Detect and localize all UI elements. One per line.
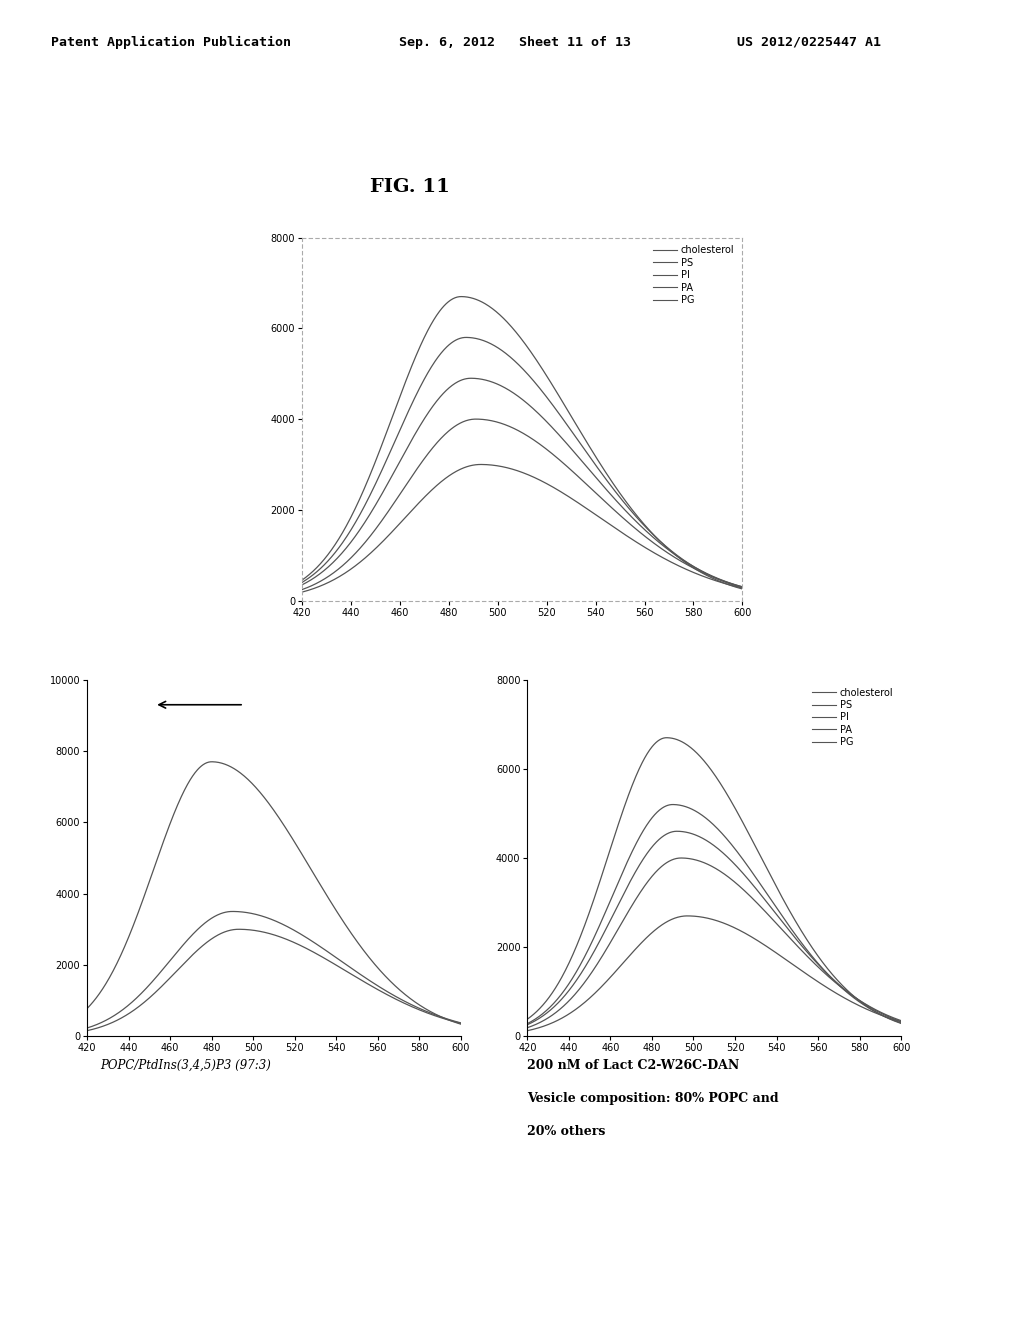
Text: 20% others: 20% others xyxy=(527,1125,606,1138)
Legend: cholesterol, PS, PI, PA, PG: cholesterol, PS, PI, PA, PG xyxy=(650,243,737,308)
Text: Vesicle composition: 80% POPC and: Vesicle composition: 80% POPC and xyxy=(527,1092,779,1105)
Text: FIG. 11: FIG. 11 xyxy=(370,178,450,197)
Text: 200 nM of Lact C2-W26C-DAN: 200 nM of Lact C2-W26C-DAN xyxy=(527,1059,739,1072)
Legend: cholesterol, PS, PI, PA, PG: cholesterol, PS, PI, PA, PG xyxy=(809,685,896,750)
Text: US 2012/0225447 A1: US 2012/0225447 A1 xyxy=(737,36,882,49)
Text: POPC/PtdIns(3,4,5)P3 (97:3): POPC/PtdIns(3,4,5)P3 (97:3) xyxy=(100,1059,271,1072)
Text: Patent Application Publication: Patent Application Publication xyxy=(51,36,291,49)
Text: Sep. 6, 2012   Sheet 11 of 13: Sep. 6, 2012 Sheet 11 of 13 xyxy=(399,36,632,49)
